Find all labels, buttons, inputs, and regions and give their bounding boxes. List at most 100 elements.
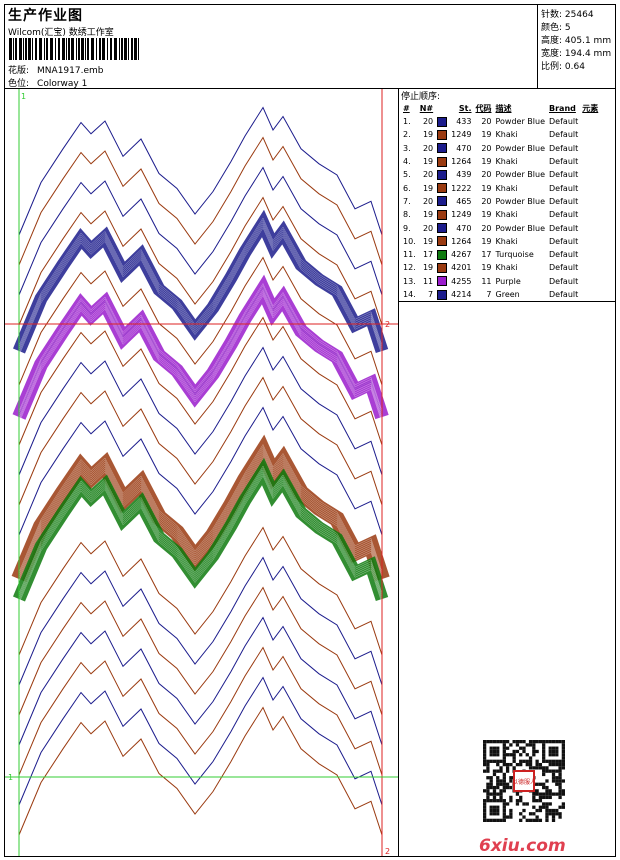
- row-code: 20: [481, 223, 492, 233]
- zigzag-satin-line: [18, 444, 383, 573]
- table-row: 6. 19 1222 19 Khaki Default: [401, 181, 600, 194]
- row-brand: Default: [549, 183, 579, 193]
- row-description: Green: [495, 290, 520, 299]
- col-brand: Brand: [549, 104, 576, 113]
- row-code: 20: [481, 117, 492, 127]
- zigzag-stitch-line: [18, 346, 383, 476]
- color-swatch: [437, 183, 448, 194]
- col-stitches: St.: [458, 104, 472, 113]
- marker-bottom-left: 1: [8, 773, 13, 782]
- row-swatch: [435, 208, 449, 221]
- row-swatch: [435, 181, 449, 194]
- row-swatch: [435, 195, 449, 208]
- row-element: [580, 248, 600, 261]
- table-row: 13. 11 4255 11 Purple Default: [401, 275, 600, 288]
- row-code: 19: [481, 130, 492, 140]
- row-needle: 20: [422, 170, 434, 180]
- stop-sequence-table: # N# St. 代码 描述 Brand 元素 1. 20 433 20 Powder …: [401, 102, 600, 301]
- row-swatch: [435, 155, 449, 168]
- colorway-row: 色位: Colorway 1: [8, 76, 87, 89]
- zigzag-satin-line: [18, 475, 383, 604]
- table-row: 3. 20 470 20 Powder Blue Default: [401, 142, 600, 155]
- row-brand: Default: [549, 290, 579, 299]
- row-index: 7.: [403, 196, 411, 206]
- color-swatch: [437, 223, 448, 234]
- design-file-label: 花版:: [8, 66, 30, 76]
- row-code: 20: [481, 170, 492, 180]
- zigzag-satin-line: [18, 221, 383, 350]
- row-code: 7: [486, 290, 492, 299]
- marker-bottom-right: 2: [385, 847, 390, 856]
- zigzag-stitch-line: [18, 616, 383, 746]
- zigzag-stitch-line: [18, 376, 383, 506]
- zigzag-satin-line: [18, 295, 383, 424]
- row-code: 20: [481, 143, 492, 153]
- row-code: 19: [481, 183, 492, 193]
- zigzag-stitch-line: [18, 586, 383, 716]
- zigzag-stitch-line: [18, 136, 383, 266]
- row-code: 17: [481, 250, 492, 260]
- row-index: 5.: [403, 170, 411, 180]
- zigzag-satin-line: [18, 450, 383, 579]
- zigzag-stitch-line: [18, 556, 383, 686]
- header-info-panel: 生产作业图 Wilcom(汇宝) 数绣工作室 花版: MNA1917.emb 色位…: [5, 5, 538, 89]
- row-element: [580, 195, 600, 208]
- row-needle: 7: [428, 290, 434, 299]
- zigzag-stitch-layer: [11, 106, 390, 836]
- design-file-value: MNA1917.emb: [37, 66, 104, 76]
- watermark-text: 6xiu.com: [479, 836, 566, 856]
- zigzag-satin-line: [18, 471, 383, 600]
- marker-top-left: 1: [21, 92, 26, 101]
- row-element: [580, 235, 600, 248]
- zigzag-stitch-line: [18, 646, 383, 776]
- stat-color-count: 颜色: 5: [541, 23, 571, 33]
- zigzag-stitch-line: [18, 106, 383, 236]
- row-brand: Default: [549, 170, 579, 180]
- row-element: [580, 221, 600, 234]
- color-swatch: [437, 262, 448, 273]
- row-brand: Default: [549, 196, 579, 206]
- zigzag-satin-line: [18, 473, 383, 602]
- col-code: 代码: [475, 104, 492, 113]
- stop-sequence-panel: 停止顺序: # N# St. 代码 描述 Brand 元素 1. 20 433 20 P…: [399, 89, 615, 856]
- row-brand: Default: [549, 223, 579, 233]
- row-element: [580, 128, 600, 141]
- row-index: 14.: [403, 290, 416, 299]
- row-stitches: 1264: [451, 236, 472, 246]
- color-swatch: [437, 196, 448, 207]
- col-description: 描述: [495, 104, 512, 113]
- qr-code: 以德服人: [483, 740, 565, 822]
- row-description: Powder Blue: [495, 170, 546, 180]
- row-description: Powder Blue: [495, 196, 546, 206]
- row-index: 4.: [403, 157, 411, 167]
- row-index: 3.: [403, 143, 411, 153]
- zigzag-satin-line: [18, 446, 383, 575]
- studio-subtitle: Wilcom(汇宝) 数绣工作室: [8, 28, 114, 38]
- row-description: Khaki: [495, 183, 518, 193]
- zigzag-stitch-line: [18, 706, 383, 836]
- row-needle: 19: [422, 157, 434, 167]
- design-file-row: 花版: MNA1917.emb: [8, 63, 103, 76]
- color-swatch: [437, 236, 448, 247]
- row-needle: 19: [422, 236, 434, 246]
- zigzag-fill-band: [13, 209, 389, 354]
- row-brand: Default: [549, 157, 579, 167]
- zigzag-satin-line: [18, 469, 383, 598]
- row-stitches: 4267: [451, 250, 472, 260]
- zigzag-satin-line: [18, 454, 383, 583]
- row-swatch: [435, 128, 449, 141]
- row-swatch: [435, 168, 449, 181]
- zigzag-satin-line: [18, 223, 383, 352]
- embroidery-design-preview: 1 2 1 2: [5, 89, 399, 856]
- zigzag-stitch-line: [18, 676, 383, 806]
- row-index: 8.: [403, 210, 411, 220]
- color-swatch: [437, 156, 448, 167]
- row-brand: Default: [549, 143, 579, 153]
- divider: [399, 301, 615, 302]
- row-needle: 20: [422, 223, 434, 233]
- table-row: 10. 19 1264 19 Khaki Default: [401, 235, 600, 248]
- zigzag-fill-band: [13, 457, 389, 602]
- row-swatch: [435, 142, 449, 155]
- row-brand: Default: [549, 236, 579, 246]
- row-description: Powder Blue: [495, 117, 546, 127]
